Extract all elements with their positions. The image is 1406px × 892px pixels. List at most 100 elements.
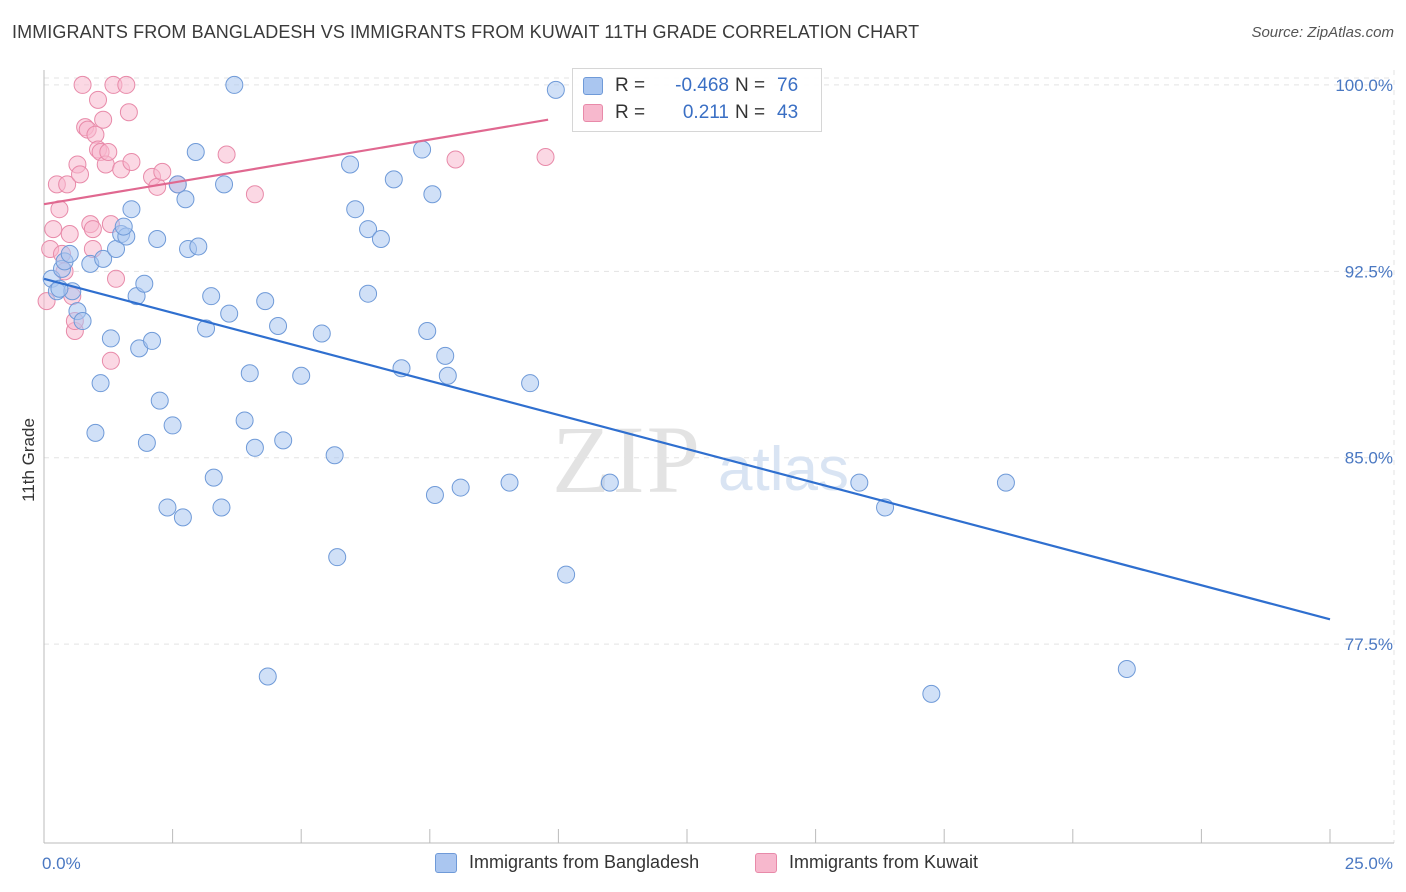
bangladesh-points	[42, 75, 1136, 703]
bangladesh-point	[269, 317, 288, 336]
bangladesh-point	[186, 143, 205, 162]
x-tick-label: 0.0%	[42, 854, 81, 873]
bangladesh-point	[359, 284, 378, 303]
kuwait-point	[117, 75, 136, 94]
kuwait-point	[107, 269, 126, 288]
bangladesh-point	[325, 446, 344, 465]
kuwait-point	[245, 185, 264, 204]
legend-swatch-pink	[583, 104, 603, 122]
bangladesh-point	[135, 274, 154, 293]
trend-lines	[43, 118, 1331, 621]
y-tick-label: 77.5%	[1345, 635, 1393, 654]
legend-r-value: -0.468	[675, 75, 729, 96]
bangladesh-point	[436, 346, 455, 365]
legend-swatch-blue	[583, 77, 603, 95]
bangladesh-point	[850, 473, 869, 492]
series-legend: Immigrants from Bangladesh Immigrants fr…	[0, 852, 1406, 878]
bangladesh-point	[423, 185, 442, 204]
bangladesh-point	[546, 80, 565, 99]
bangladesh-point	[189, 237, 208, 256]
legend-n-label: N =	[735, 75, 766, 96]
bangladesh-point	[256, 292, 275, 311]
bangladesh-point	[557, 565, 576, 584]
bangladesh-point	[91, 374, 110, 393]
bangladesh-point	[274, 431, 293, 450]
kuwait-point	[99, 143, 118, 162]
bangladesh-point	[235, 411, 254, 430]
bangladesh-point	[158, 498, 177, 517]
bangladesh-point	[384, 170, 403, 189]
bangladesh-point	[312, 324, 331, 343]
bangladesh-point	[137, 433, 156, 452]
chart-title: IMMIGRANTS FROM BANGLADESH VS IMMIGRANTS…	[12, 22, 920, 42]
kuwait-point	[71, 165, 90, 184]
legend-n-label: N =	[735, 102, 766, 123]
bangladesh-point	[359, 220, 378, 239]
x-tick-label: 25.0%	[1345, 854, 1393, 873]
grid-lines	[44, 70, 1395, 843]
bangladesh-point	[215, 175, 234, 194]
x-tick-labels: 0.0% 25.0%	[42, 854, 1393, 873]
kuwait-point	[446, 150, 465, 169]
bangladesh-point	[500, 473, 519, 492]
bangladesh-point	[101, 329, 120, 348]
kuwait-point	[60, 225, 79, 244]
kuwait-point	[122, 152, 141, 171]
kuwait-point	[73, 75, 92, 94]
legend-r-value: 0.211	[682, 102, 729, 123]
kuwait-point	[86, 125, 105, 144]
bangladesh-point	[413, 140, 432, 159]
chart-source: Source: ZipAtlas.com	[1251, 24, 1394, 41]
bangladesh-point	[94, 249, 113, 268]
bangladesh-point	[600, 473, 619, 492]
bangladesh-point	[114, 217, 133, 236]
bangladesh-point	[173, 508, 192, 527]
y-tick-label: 92.5%	[1345, 262, 1393, 281]
kuwait-point	[89, 90, 108, 109]
bangladesh-point	[438, 366, 457, 385]
bangladesh-point	[220, 304, 239, 323]
legend-r-label: R =	[615, 75, 646, 96]
correlation-legend: R = -0.468 N = 76 R = 0.211 N = 43	[572, 68, 822, 132]
kuwait-point	[536, 147, 555, 166]
kuwait-points	[37, 75, 555, 370]
watermark-atlas: atlas	[718, 435, 849, 504]
kuwait-point	[44, 220, 63, 239]
kuwait-point	[153, 162, 172, 181]
bangladesh-point	[240, 364, 259, 383]
legend-r-label: R =	[615, 102, 646, 123]
bangladesh-point	[168, 175, 187, 194]
watermark: ZIP atlas	[552, 406, 849, 513]
series-swatch-blue	[435, 853, 457, 873]
bangladesh-point	[1117, 660, 1136, 679]
bangladesh-point	[371, 230, 390, 249]
legend-n-value: 43	[777, 102, 799, 123]
kuwait-point	[119, 103, 138, 122]
kuwait-point	[58, 175, 77, 194]
bangladesh-point	[245, 438, 264, 457]
bangladesh-point	[292, 366, 311, 385]
kuwait-point	[94, 110, 113, 129]
y-tick-label: 100.0%	[1335, 76, 1393, 95]
watermark-zip: ZIP	[552, 406, 702, 513]
bangladesh-point	[148, 230, 167, 249]
axes	[43, 70, 1394, 844]
y-tick-label: 85.0%	[1345, 449, 1393, 468]
bangladesh-point	[225, 75, 244, 94]
y-axis-label: 11th Grade	[19, 418, 38, 502]
series-label-kuwait: Immigrants from Kuwait	[789, 852, 979, 872]
y-tick-labels: 77.5% 85.0% 92.5% 100.0%	[1335, 76, 1393, 654]
kuwait-point	[101, 351, 120, 370]
bangladesh-point	[451, 478, 470, 497]
kuwait-trend-line	[43, 118, 549, 206]
kuwait-point	[217, 145, 236, 164]
bangladesh-point	[143, 331, 162, 350]
bangladesh-point	[418, 321, 437, 340]
bangladesh-point	[341, 155, 360, 174]
bangladesh-point	[197, 319, 216, 338]
bangladesh-point	[204, 468, 223, 487]
bangladesh-point	[176, 190, 195, 209]
legend-n-value: 76	[777, 75, 799, 96]
bangladesh-point	[212, 498, 231, 517]
